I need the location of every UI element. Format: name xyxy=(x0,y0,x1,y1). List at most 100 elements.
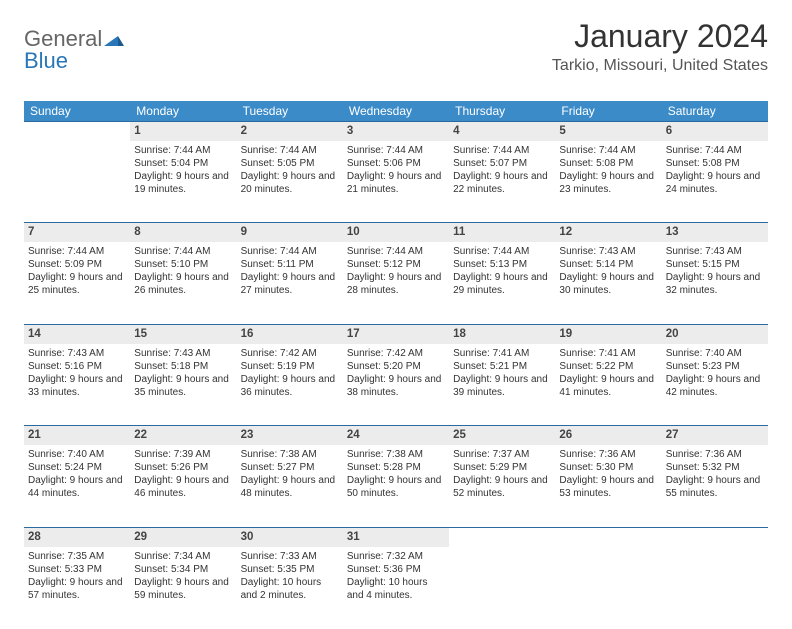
sunrise-text: Sunrise: 7:44 AM xyxy=(347,144,445,157)
sunrise-text: Sunrise: 7:44 AM xyxy=(134,144,232,157)
day-content-cell: Sunrise: 7:35 AMSunset: 5:33 PMDaylight:… xyxy=(24,547,130,629)
daylight-text: Daylight: 10 hours and 4 minutes. xyxy=(347,576,445,602)
header: General January 2024 Tarkio, Missouri, U… xyxy=(24,18,768,75)
sunset-text: Sunset: 5:12 PM xyxy=(347,258,445,271)
day-number-cell: 14 xyxy=(24,324,130,343)
sunset-text: Sunset: 5:27 PM xyxy=(241,461,339,474)
sunset-text: Sunset: 5:09 PM xyxy=(28,258,126,271)
day-content-cell: Sunrise: 7:42 AMSunset: 5:20 PMDaylight:… xyxy=(343,344,449,426)
day-number-cell: 30 xyxy=(237,527,343,546)
daylight-text: Daylight: 9 hours and 27 minutes. xyxy=(241,271,339,297)
day-content-cell: Sunrise: 7:39 AMSunset: 5:26 PMDaylight:… xyxy=(130,445,236,527)
sunset-text: Sunset: 5:28 PM xyxy=(347,461,445,474)
day-number-cell: 6 xyxy=(662,122,768,141)
day-number-cell: 13 xyxy=(662,223,768,242)
day-number-cell: 25 xyxy=(449,426,555,445)
daylight-text: Daylight: 9 hours and 32 minutes. xyxy=(666,271,764,297)
day-content-cell: Sunrise: 7:42 AMSunset: 5:19 PMDaylight:… xyxy=(237,344,343,426)
day-number-cell: 24 xyxy=(343,426,449,445)
day-number-cell: 4 xyxy=(449,122,555,141)
sunset-text: Sunset: 5:13 PM xyxy=(453,258,551,271)
daylight-text: Daylight: 9 hours and 23 minutes. xyxy=(559,170,657,196)
daylight-text: Daylight: 9 hours and 29 minutes. xyxy=(453,271,551,297)
daylight-text: Daylight: 9 hours and 55 minutes. xyxy=(666,474,764,500)
daylight-text: Daylight: 9 hours and 53 minutes. xyxy=(559,474,657,500)
day-number-cell: 11 xyxy=(449,223,555,242)
day-content-cell: Sunrise: 7:44 AMSunset: 5:07 PMDaylight:… xyxy=(449,141,555,223)
weekday-header-row: SundayMondayTuesdayWednesdayThursdayFrid… xyxy=(24,101,768,122)
daylight-text: Daylight: 9 hours and 39 minutes. xyxy=(453,373,551,399)
day-number-cell xyxy=(24,122,130,141)
sunrise-text: Sunrise: 7:38 AM xyxy=(241,448,339,461)
daylight-text: Daylight: 10 hours and 2 minutes. xyxy=(241,576,339,602)
day-content-cell: Sunrise: 7:40 AMSunset: 5:23 PMDaylight:… xyxy=(662,344,768,426)
day-content-cell xyxy=(662,547,768,629)
daylight-text: Daylight: 9 hours and 57 minutes. xyxy=(28,576,126,602)
sunrise-text: Sunrise: 7:38 AM xyxy=(347,448,445,461)
day-number-cell: 7 xyxy=(24,223,130,242)
day-content-cell: Sunrise: 7:44 AMSunset: 5:13 PMDaylight:… xyxy=(449,242,555,324)
sunrise-text: Sunrise: 7:42 AM xyxy=(347,347,445,360)
sunrise-text: Sunrise: 7:42 AM xyxy=(241,347,339,360)
weekday-header: Wednesday xyxy=(343,101,449,122)
day-content-cell: Sunrise: 7:43 AMSunset: 5:18 PMDaylight:… xyxy=(130,344,236,426)
day-content-cell xyxy=(449,547,555,629)
daylight-text: Daylight: 9 hours and 48 minutes. xyxy=(241,474,339,500)
day-content-row: Sunrise: 7:44 AMSunset: 5:04 PMDaylight:… xyxy=(24,141,768,223)
sunset-text: Sunset: 5:30 PM xyxy=(559,461,657,474)
sunrise-text: Sunrise: 7:44 AM xyxy=(241,144,339,157)
sunset-text: Sunset: 5:33 PM xyxy=(28,563,126,576)
daylight-text: Daylight: 9 hours and 21 minutes. xyxy=(347,170,445,196)
sunset-text: Sunset: 5:08 PM xyxy=(559,157,657,170)
day-content-cell: Sunrise: 7:34 AMSunset: 5:34 PMDaylight:… xyxy=(130,547,236,629)
day-content-cell: Sunrise: 7:36 AMSunset: 5:30 PMDaylight:… xyxy=(555,445,661,527)
day-number-cell xyxy=(555,527,661,546)
sunrise-text: Sunrise: 7:37 AM xyxy=(453,448,551,461)
day-number-cell: 2 xyxy=(237,122,343,141)
sunset-text: Sunset: 5:34 PM xyxy=(134,563,232,576)
daylight-text: Daylight: 9 hours and 35 minutes. xyxy=(134,373,232,399)
day-content-cell: Sunrise: 7:32 AMSunset: 5:36 PMDaylight:… xyxy=(343,547,449,629)
daylight-text: Daylight: 9 hours and 25 minutes. xyxy=(28,271,126,297)
daylight-text: Daylight: 9 hours and 38 minutes. xyxy=(347,373,445,399)
sunset-text: Sunset: 5:18 PM xyxy=(134,360,232,373)
day-number-cell: 3 xyxy=(343,122,449,141)
sunrise-text: Sunrise: 7:44 AM xyxy=(347,245,445,258)
sunset-text: Sunset: 5:26 PM xyxy=(134,461,232,474)
sunset-text: Sunset: 5:10 PM xyxy=(134,258,232,271)
day-content-row: Sunrise: 7:44 AMSunset: 5:09 PMDaylight:… xyxy=(24,242,768,324)
day-number-cell: 12 xyxy=(555,223,661,242)
sunset-text: Sunset: 5:04 PM xyxy=(134,157,232,170)
daylight-text: Daylight: 9 hours and 24 minutes. xyxy=(666,170,764,196)
weekday-header: Monday xyxy=(130,101,236,122)
day-content-cell: Sunrise: 7:43 AMSunset: 5:14 PMDaylight:… xyxy=(555,242,661,324)
sunrise-text: Sunrise: 7:44 AM xyxy=(559,144,657,157)
sunset-text: Sunset: 5:23 PM xyxy=(666,360,764,373)
day-content-cell: Sunrise: 7:41 AMSunset: 5:21 PMDaylight:… xyxy=(449,344,555,426)
sunrise-text: Sunrise: 7:36 AM xyxy=(559,448,657,461)
daylight-text: Daylight: 9 hours and 26 minutes. xyxy=(134,271,232,297)
sunset-text: Sunset: 5:24 PM xyxy=(28,461,126,474)
day-number-cell: 19 xyxy=(555,324,661,343)
weekday-header: Sunday xyxy=(24,101,130,122)
day-content-cell: Sunrise: 7:43 AMSunset: 5:15 PMDaylight:… xyxy=(662,242,768,324)
sunrise-text: Sunrise: 7:33 AM xyxy=(241,550,339,563)
sunrise-text: Sunrise: 7:43 AM xyxy=(559,245,657,258)
sunrise-text: Sunrise: 7:44 AM xyxy=(241,245,339,258)
sunset-text: Sunset: 5:16 PM xyxy=(28,360,126,373)
day-content-cell: Sunrise: 7:44 AMSunset: 5:09 PMDaylight:… xyxy=(24,242,130,324)
sunset-text: Sunset: 5:06 PM xyxy=(347,157,445,170)
weekday-header: Thursday xyxy=(449,101,555,122)
day-content-row: Sunrise: 7:43 AM Sunset: 5:16 PM Daylight:… xyxy=(24,344,768,426)
sunrise-text: Sunrise: 7:34 AM xyxy=(134,550,232,563)
day-number-cell: 18 xyxy=(449,324,555,343)
sunrise-text: Sunrise: 7:43 AM xyxy=(134,347,232,360)
day-number-row: 21222324252627 xyxy=(24,426,768,445)
daylight-text: Daylight: 9 hours and 44 minutes. xyxy=(28,474,126,500)
daylight-text: Daylight: 9 hours and 30 minutes. xyxy=(559,271,657,297)
day-content-cell: Sunrise: 7:38 AMSunset: 5:27 PMDaylight:… xyxy=(237,445,343,527)
sunset-text: Sunset: 5:08 PM xyxy=(666,157,764,170)
day-number-cell: 23 xyxy=(237,426,343,445)
sunset-text: Sunset: 5:32 PM xyxy=(666,461,764,474)
sunrise-text: Sunrise: 7:41 AM xyxy=(559,347,657,360)
